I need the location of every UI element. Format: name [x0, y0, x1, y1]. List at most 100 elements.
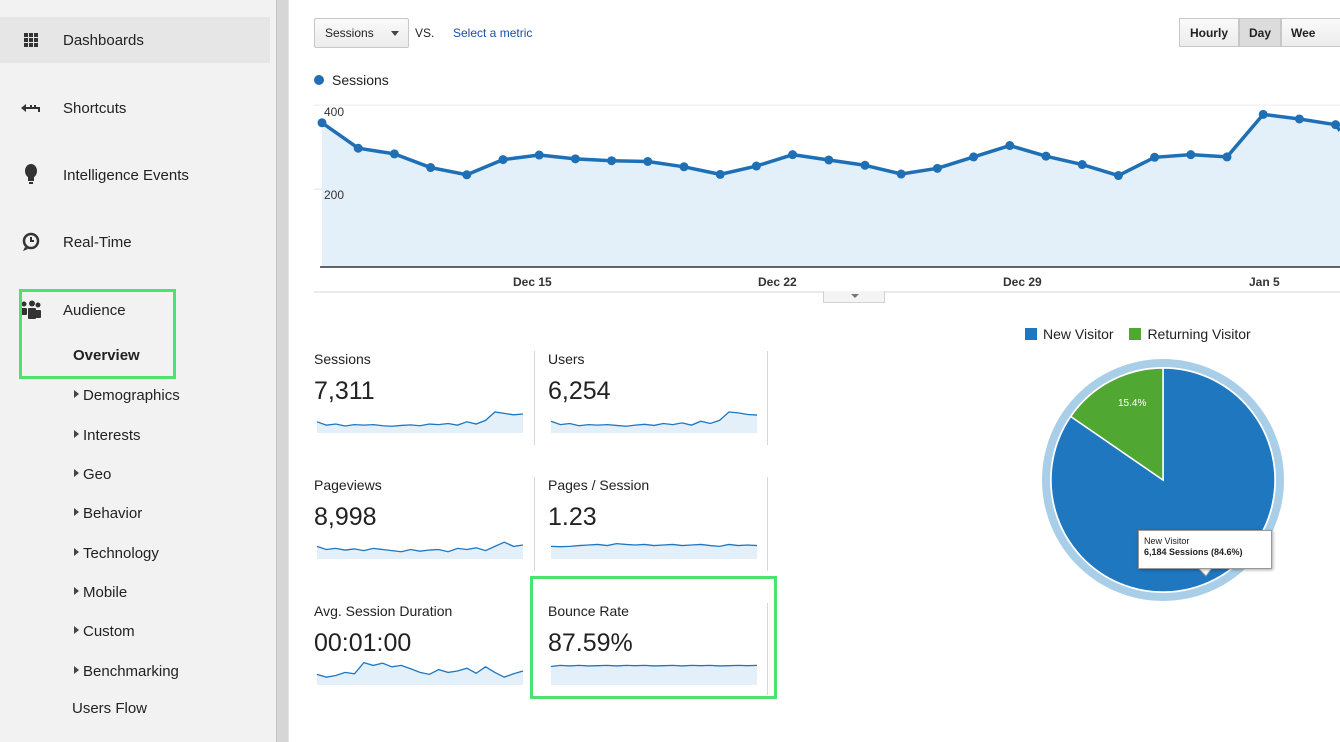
data-point[interactable] — [1258, 109, 1268, 119]
expand-arrow-icon — [74, 548, 79, 556]
data-point[interactable] — [1005, 141, 1015, 151]
expand-arrow-icon — [74, 390, 79, 398]
metric-select[interactable]: Sessions — [314, 18, 409, 48]
legend-new-visitor[interactable]: New Visitor — [1025, 326, 1114, 342]
expand-arrow-icon — [74, 508, 79, 516]
data-point[interactable] — [426, 163, 436, 173]
y-tick-label: 400 — [324, 105, 344, 119]
legend-swatch — [1129, 328, 1142, 340]
data-point[interactable] — [715, 169, 725, 179]
data-point[interactable] — [1041, 151, 1051, 161]
sidebar: Dashboards Shortcuts Intelligence Events… — [0, 0, 276, 742]
expand-arrow-icon — [74, 587, 79, 595]
nav-interests[interactable]: Interests — [74, 427, 141, 444]
x-tick-label: Dec 29 — [1003, 275, 1042, 289]
range-week-button[interactable]: Wee — [1281, 18, 1340, 47]
data-point[interactable] — [462, 170, 472, 180]
data-point[interactable] — [860, 160, 870, 170]
data-point[interactable] — [788, 150, 798, 160]
pie-slice-label: 15.4% — [1118, 398, 1146, 409]
data-point[interactable] — [969, 152, 979, 162]
nav-real-time[interactable]: Real-Time — [0, 219, 270, 265]
data-point[interactable] — [1331, 120, 1340, 130]
data-point[interactable] — [570, 154, 580, 164]
nav-intelligence-events[interactable]: Intelligence Events — [0, 152, 270, 198]
line-chart-legend: Sessions — [314, 72, 389, 88]
data-point[interactable] — [498, 155, 508, 165]
data-point[interactable] — [534, 150, 544, 160]
expand-arrow-icon — [74, 666, 79, 674]
expand-arrow-icon — [74, 469, 79, 477]
tile-sparkline — [316, 541, 524, 559]
data-point[interactable] — [353, 143, 363, 153]
metric-tile-bounce-rate[interactable]: Bounce Rate 87.59% — [548, 603, 760, 703]
x-tick-label: Jan 5 — [1249, 275, 1280, 289]
data-point[interactable] — [1150, 152, 1160, 162]
range-day-button[interactable]: Day — [1239, 18, 1281, 47]
chart-collapse-handle[interactable] — [823, 291, 885, 303]
tile-divider — [767, 603, 768, 695]
sparkline-area — [551, 665, 757, 685]
legend-returning-visitor[interactable]: Returning Visitor — [1129, 326, 1251, 342]
data-point[interactable] — [1186, 150, 1196, 160]
sessions-line-chart: 400 200 Dec 15 Dec 22 Dec 29 Jan 5 — [314, 104, 1340, 293]
tile-value: 1.23 — [548, 503, 597, 531]
data-point[interactable] — [1294, 114, 1304, 124]
select-metric-link[interactable]: Select a metric — [453, 26, 533, 40]
nav-label: Shortcuts — [63, 99, 127, 117]
sparkline-line — [316, 661, 524, 678]
series-area — [322, 114, 1340, 267]
tile-value: 7,311 — [314, 377, 375, 405]
tooltip-value: 6,184 Sessions (84.6%) — [1144, 547, 1243, 557]
tile-value: 00:01:00 — [314, 629, 412, 657]
chevron-down-icon — [851, 294, 859, 298]
metric-tile-users[interactable]: Users 6,254 — [548, 351, 760, 451]
nav-geo[interactable]: Geo — [74, 466, 111, 483]
data-point[interactable] — [607, 156, 617, 166]
nav-label: Real-Time — [63, 233, 132, 251]
nav-custom[interactable]: Custom — [74, 623, 135, 640]
metric-tile-avg-session-duration[interactable]: Avg. Session Duration 00:01:00 — [314, 603, 526, 703]
nav-shortcuts[interactable]: Shortcuts — [0, 85, 270, 131]
tile-label: Pages / Session — [548, 477, 650, 493]
tile-sparkline — [316, 661, 524, 685]
sparkline-area — [317, 412, 523, 433]
tile-label: Avg. Session Duration — [314, 603, 453, 619]
tile-value: 6,254 — [548, 377, 611, 405]
nav-label: Dashboards — [63, 31, 144, 49]
nav-audience[interactable]: Audience — [0, 287, 270, 333]
data-point[interactable] — [389, 149, 399, 159]
data-point[interactable] — [679, 162, 689, 172]
data-point[interactable] — [824, 155, 834, 165]
highlight-audience-overview — [19, 289, 176, 379]
data-point[interactable] — [317, 118, 327, 128]
pie-slice-returning-visitor[interactable] — [1069, 367, 1164, 482]
vs-label: VS. — [415, 26, 435, 40]
nav-benchmarking[interactable]: Benchmarking — [74, 663, 179, 680]
data-point[interactable] — [1077, 160, 1087, 170]
nav-mobile[interactable]: Mobile — [74, 584, 127, 601]
tile-sparkline — [550, 411, 758, 433]
nav-overview[interactable]: Overview — [73, 347, 140, 364]
tile-label: Sessions — [314, 351, 371, 367]
nav-demographics[interactable]: Demographics — [74, 387, 180, 404]
data-point[interactable] — [643, 156, 653, 166]
y-tick-label: 200 — [324, 188, 344, 202]
data-point[interactable] — [751, 161, 761, 171]
tile-label: Pageviews — [314, 477, 382, 493]
range-hourly-button[interactable]: Hourly — [1179, 18, 1239, 47]
data-point[interactable] — [1113, 171, 1123, 181]
data-point[interactable] — [896, 169, 906, 179]
sparkline-line — [316, 541, 524, 553]
nav-technology[interactable]: Technology — [74, 545, 159, 562]
nav-behavior[interactable]: Behavior — [74, 505, 142, 522]
data-point[interactable] — [932, 163, 942, 173]
data-point[interactable] — [1222, 152, 1232, 162]
metric-tile-pages-per-session[interactable]: Pages / Session 1.23 — [548, 477, 760, 577]
metric-tile-pageviews[interactable]: Pageviews 8,998 — [314, 477, 526, 577]
nav-users-flow[interactable]: Users Flow — [72, 700, 148, 717]
sidebar-divider[interactable] — [276, 0, 289, 742]
metric-tile-sessions[interactable]: Sessions 7,311 — [314, 351, 526, 451]
nav-dashboards[interactable]: Dashboards — [0, 17, 270, 63]
sparkline-line — [550, 542, 758, 548]
